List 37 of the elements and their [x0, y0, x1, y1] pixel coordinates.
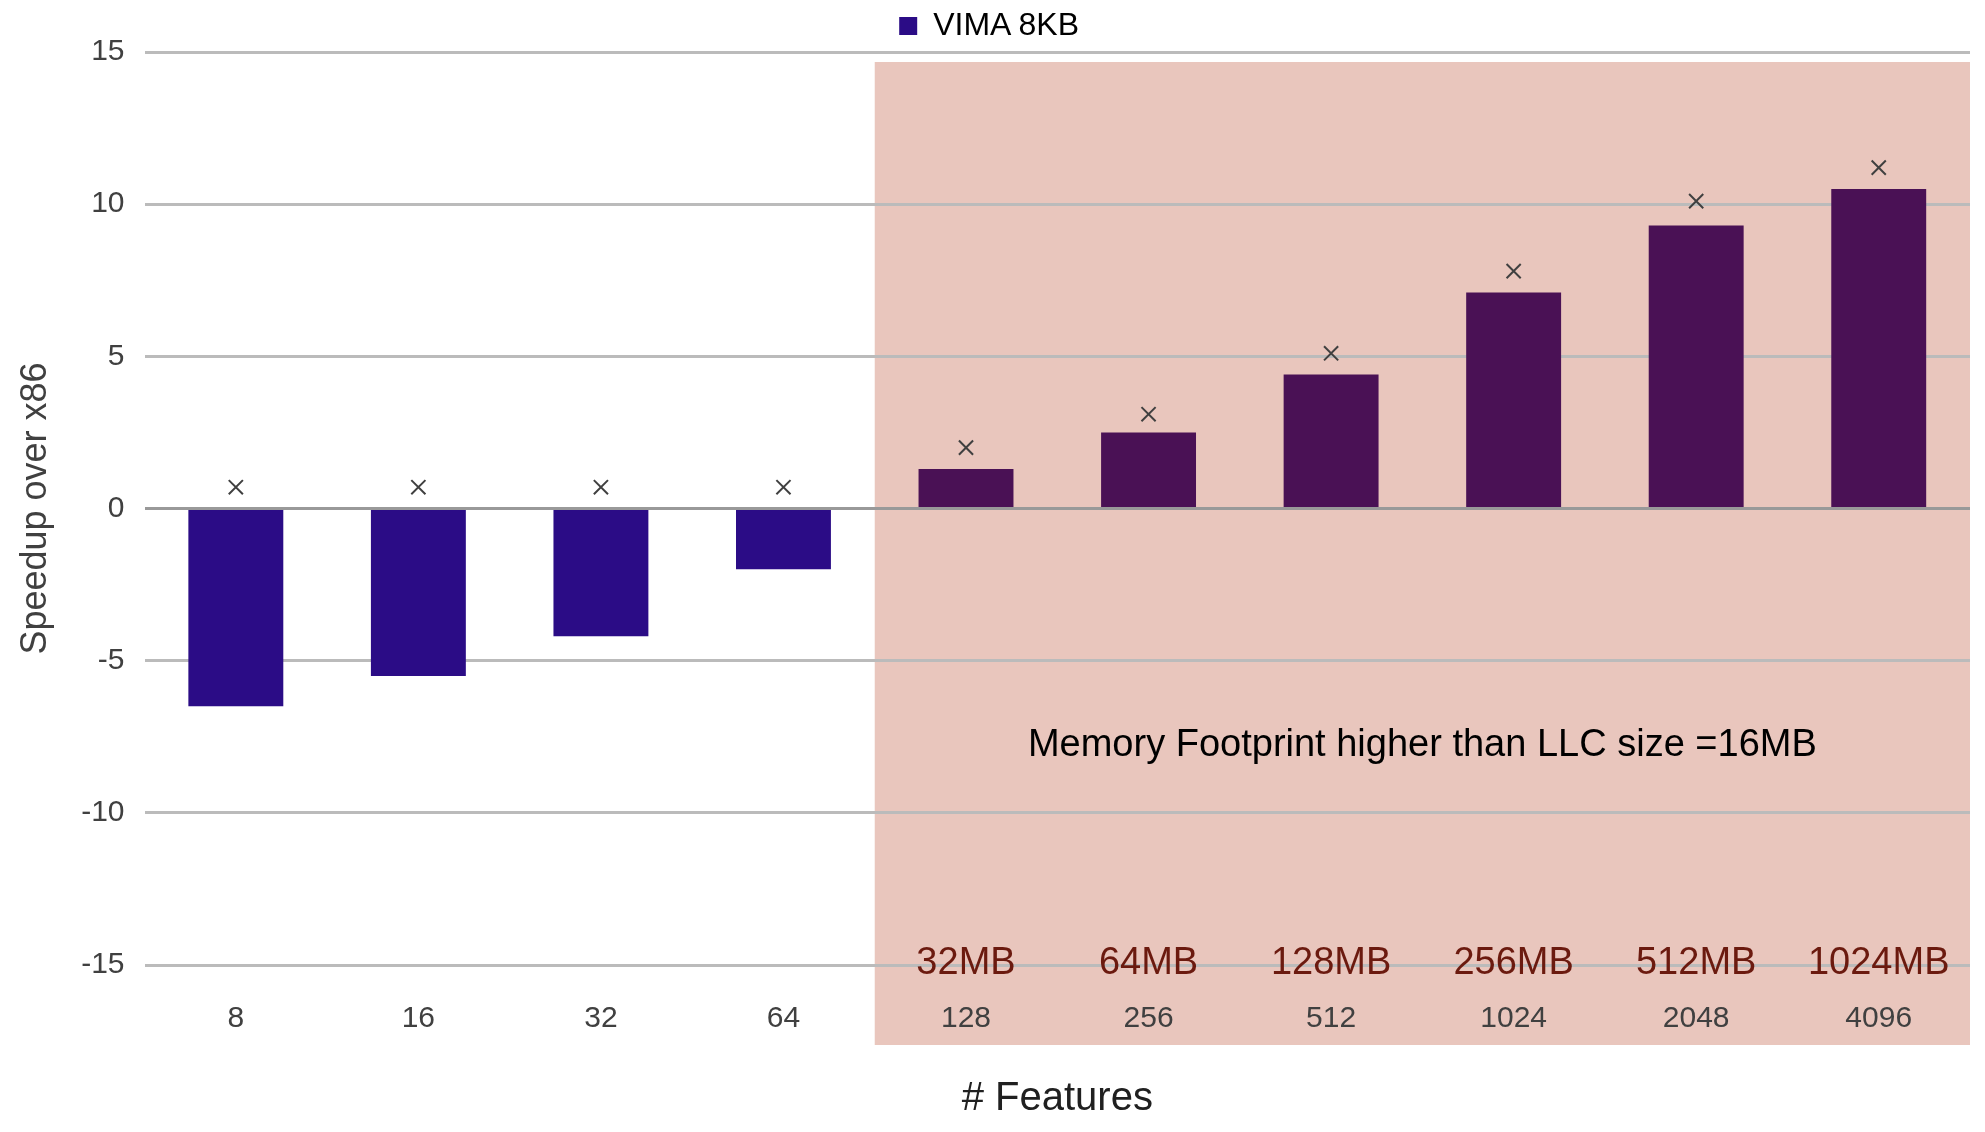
point	[227, 479, 244, 496]
point	[410, 479, 427, 496]
x-axis-title: # Features	[961, 1074, 1153, 1119]
annotation: 256MB	[1453, 940, 1574, 983]
x-tick-label: 2048	[1662, 1000, 1730, 1034]
y-tick-label: -15	[81, 946, 125, 980]
point	[1688, 193, 1705, 210]
band-label: Memory Footprint higher than LLC size =16MB	[1027, 722, 1817, 765]
annotation: 32MB	[916, 940, 1016, 983]
x-tick-label: 1024	[1480, 1000, 1548, 1034]
x-tick-label: 256	[1123, 1000, 1174, 1034]
annotation: 512MB	[1635, 940, 1757, 983]
y-tick-label: 0	[107, 489, 125, 523]
annotation: 64MB	[1098, 940, 1199, 983]
point	[1870, 159, 1887, 176]
x-tick-label: 8	[227, 1000, 245, 1034]
annotation: 128MB	[1270, 940, 1392, 983]
x-tick-label: 64	[766, 1000, 801, 1034]
y-tick-label: 15	[91, 33, 125, 67]
point	[957, 439, 975, 456]
point	[775, 479, 792, 496]
x-tick-label: 16	[401, 1000, 436, 1034]
point	[592, 479, 609, 496]
annotation: 1024MB	[1807, 940, 1950, 983]
x-tick-label: 4096	[1845, 1000, 1913, 1034]
y-tick-label: -5	[97, 641, 125, 675]
point	[1505, 263, 1522, 280]
legend-label: VIMA 8KB	[933, 5, 1080, 42]
point	[1140, 406, 1157, 423]
y-tick-label: -10	[81, 794, 125, 828]
x-tick-label: 128	[940, 1000, 992, 1034]
x-tick-label: 32	[584, 1000, 618, 1034]
x-tick-label: 512	[1306, 1000, 1357, 1034]
y-axis-title: Speedup over x86	[12, 362, 54, 655]
y-tick-label: 5	[107, 337, 125, 371]
y-tick-label: 10	[91, 185, 125, 219]
point	[1323, 345, 1340, 362]
